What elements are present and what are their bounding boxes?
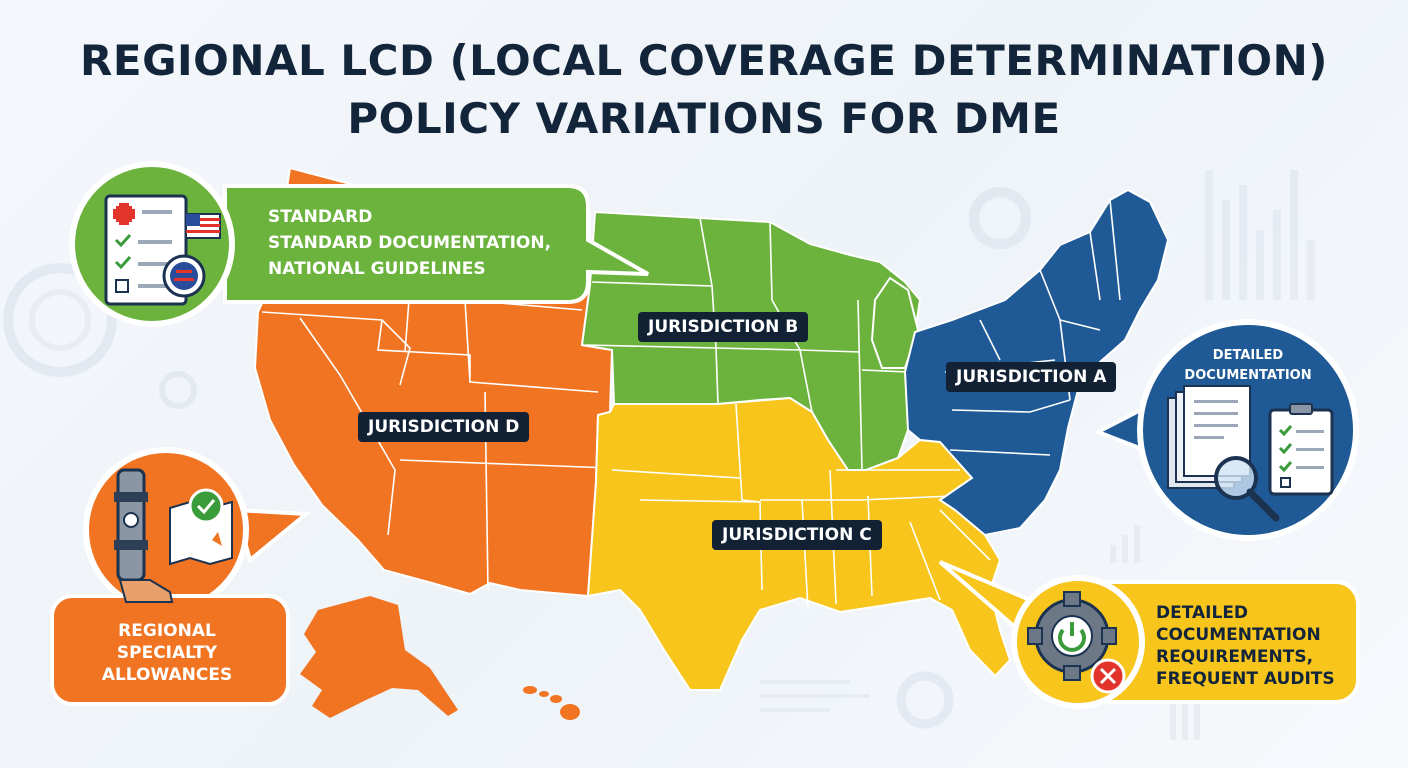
jurisdiction-b-label: JURISDICTION B bbox=[638, 312, 809, 342]
jurisdiction-a-label: JURISDICTION A bbox=[946, 362, 1117, 392]
standard-callout-text: STANDARD STANDARD DOCUMENTATION, NATIONA… bbox=[268, 204, 551, 282]
standard-line-3: NATIONAL GUIDELINES bbox=[268, 259, 486, 279]
alaska bbox=[300, 596, 458, 718]
detailed-a-line-2: DOCUMENTATION bbox=[1184, 368, 1312, 383]
standard-line-1: STANDARD bbox=[268, 207, 373, 227]
jurisdiction-c-label: JURISDICTION C bbox=[712, 520, 882, 550]
callout-detailed-a bbox=[1093, 319, 1359, 541]
jurisdiction-d-label: JURISDICTION D bbox=[358, 412, 530, 442]
callout-standard bbox=[69, 161, 649, 327]
regional-line-3: ALLOWANCES bbox=[101, 665, 233, 685]
documents-magnifier-icon bbox=[1167, 385, 1334, 522]
regional-line-2: SPECIALTY bbox=[116, 643, 218, 663]
gear-error-icon bbox=[1027, 591, 1126, 694]
standard-line-2: STANDARD DOCUMENTATION, bbox=[268, 233, 552, 253]
regional-callout-text: REGIONAL SPECIALTY ALLOWANCES bbox=[64, 620, 270, 686]
detailed-c-line-4: FREQUENT AUDITS bbox=[1156, 669, 1335, 689]
title-line-2: POLICY VARIATIONS FOR DME bbox=[347, 94, 1061, 143]
checklist-flag-icon bbox=[104, 194, 221, 306]
background-decoration bbox=[3, 170, 1315, 740]
detailed-c-line-1: DETAILED bbox=[1156, 603, 1249, 623]
detailed-a-callout-text: DETAILED DOCUMENTATION bbox=[1178, 346, 1318, 386]
detailed-c-line-2: COCUMENTATION bbox=[1156, 625, 1321, 645]
detailed-c-callout-text: DETAILED COCUMENTATION REQUIREMENTS, FRE… bbox=[1156, 602, 1335, 690]
detailed-a-line-1: DETAILED bbox=[1212, 348, 1284, 363]
hawaii bbox=[523, 686, 580, 720]
callout-regional bbox=[50, 447, 312, 706]
title-line-1: REGIONAL LCD (LOCAL COVERAGE DETERMINATI… bbox=[80, 36, 1328, 85]
leg-brace-map-icon bbox=[114, 468, 233, 603]
callout-detailed-c bbox=[938, 560, 1360, 709]
regional-line-1: REGIONAL bbox=[118, 621, 216, 641]
detailed-c-line-3: REQUIREMENTS, bbox=[1156, 647, 1314, 667]
state-borders-c bbox=[611, 403, 991, 611]
